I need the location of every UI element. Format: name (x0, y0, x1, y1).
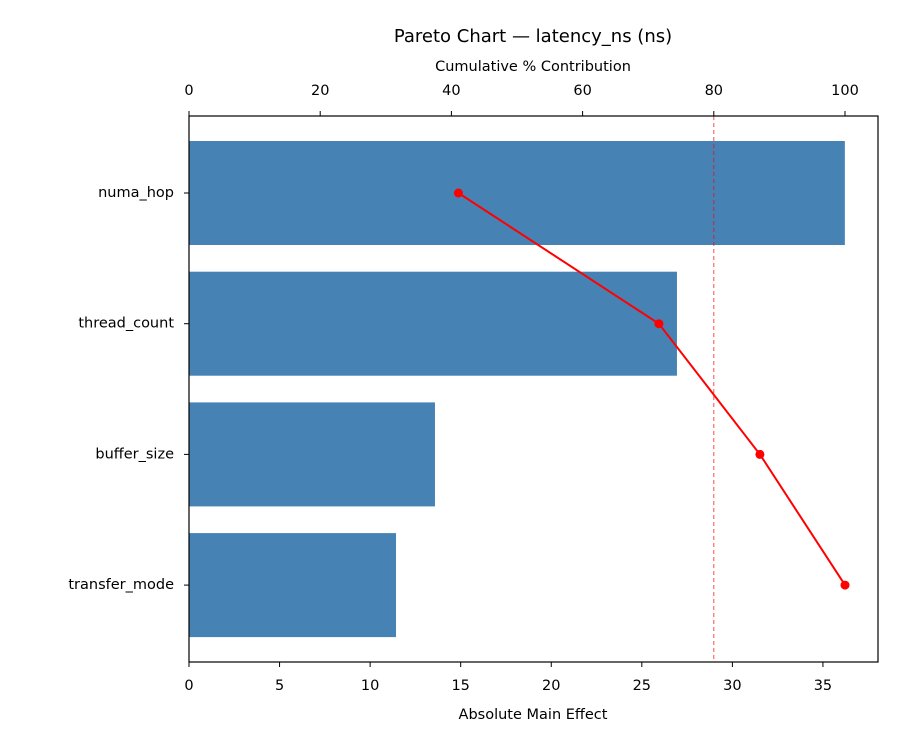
bar (189, 533, 397, 638)
x2-axis-label: Cumulative % Contribution (435, 59, 631, 75)
x2-tick-label: 60 (573, 83, 591, 99)
y-tick-label: transfer_mode (68, 577, 174, 593)
x-tick-label: 20 (542, 678, 560, 694)
cumulative-point (453, 188, 463, 198)
bar (189, 271, 677, 376)
x-tick-label: 10 (361, 678, 379, 694)
bar (189, 141, 845, 245)
y-tick-label: buffer_size (95, 446, 174, 462)
x-axis-label: Absolute Main Effect (459, 707, 608, 723)
x2-tick-label: 80 (705, 83, 723, 99)
plot-frame (188, 115, 879, 663)
x-tick-label: 25 (633, 678, 651, 694)
cumulative-point (654, 319, 664, 329)
x2-tick-label: 20 (311, 83, 329, 99)
x-tick-label: 30 (723, 678, 741, 694)
x2-tick-label: 40 (442, 83, 460, 99)
cumulative-point (840, 580, 850, 590)
x2-tick-label: 0 (184, 83, 193, 99)
x-tick-label: 35 (814, 678, 832, 694)
bar (189, 402, 435, 507)
cumulative-point (755, 449, 765, 459)
x-tick-label: 0 (184, 678, 193, 694)
cumulative-line (457, 192, 846, 586)
x2-tick-label: 100 (831, 83, 859, 99)
x-tick-label: 5 (275, 678, 284, 694)
x-tick-label: 15 (451, 678, 469, 694)
chart-title: Pareto Chart — latency_ns (ns) (394, 26, 672, 47)
y-tick-label: numa_hop (98, 185, 174, 201)
y-tick-label: thread_count (78, 316, 174, 332)
